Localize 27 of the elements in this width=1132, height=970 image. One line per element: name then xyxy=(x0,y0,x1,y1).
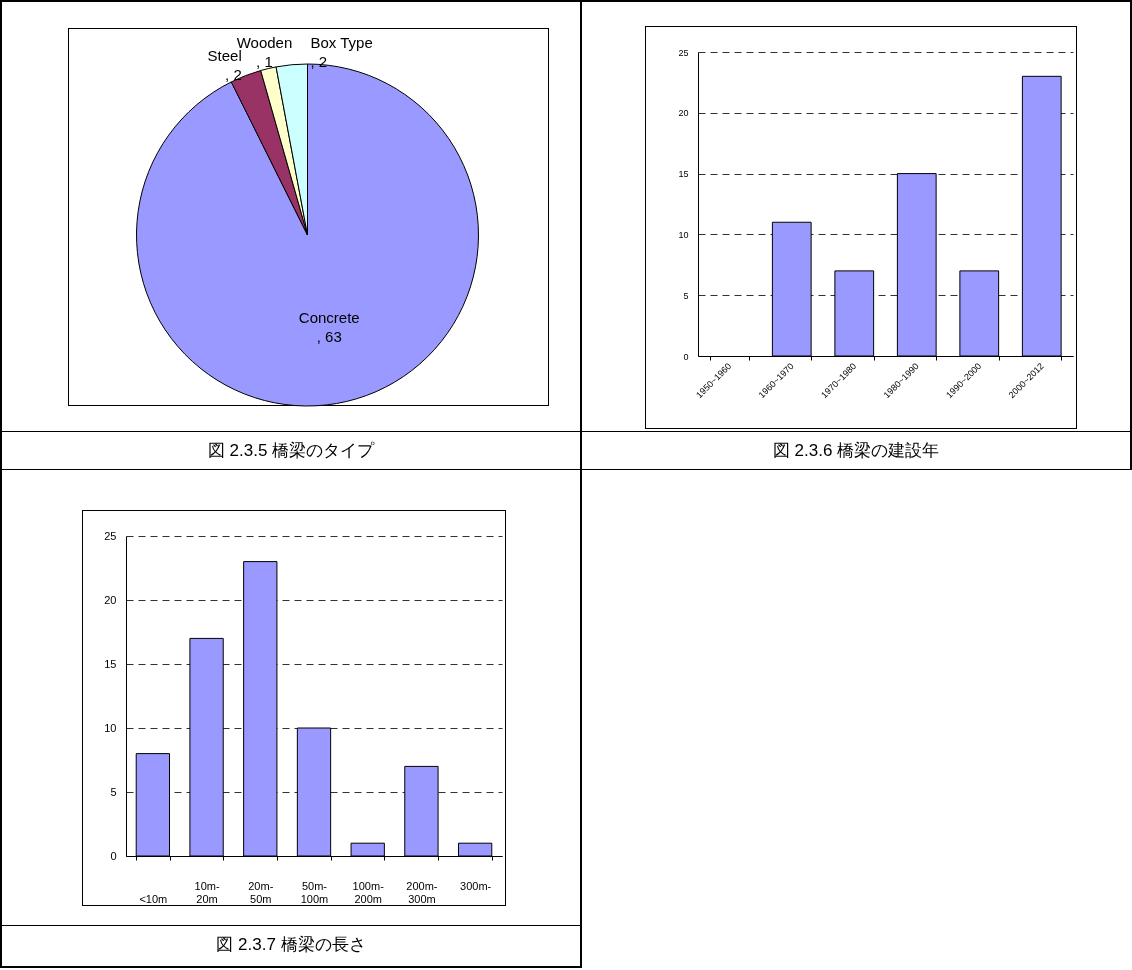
slice-label: Box Type xyxy=(310,33,373,51)
slice-label: Concrete xyxy=(298,309,360,327)
data-label: , 63 xyxy=(316,328,342,346)
y-tick-label: 20 xyxy=(678,108,689,119)
x-tick-label: 200m-300m xyxy=(406,879,438,905)
y-tick-label: 0 xyxy=(110,849,117,862)
y-tick-label: 15 xyxy=(678,169,689,180)
y-tick-label: 10 xyxy=(678,229,689,240)
x-tick-label: 300m- xyxy=(460,879,492,892)
y-tick-label: 25 xyxy=(104,529,117,542)
data-label: , 1 xyxy=(256,52,273,70)
y-tick-label: 10 xyxy=(104,721,117,734)
x-tick-label: 10m-20m xyxy=(194,879,220,905)
y-tick-label: 25 xyxy=(678,47,689,58)
y-tick-label: 0 xyxy=(683,351,689,362)
y-tick-label: 15 xyxy=(104,657,117,670)
y-tick-label: 5 xyxy=(683,290,689,301)
x-tick-label: 20m-50m xyxy=(248,879,274,905)
y-tick-label: 20 xyxy=(104,593,117,606)
text: 図 2.3.7 橋梁の長さ xyxy=(215,934,367,956)
data-label: , 2 xyxy=(225,66,242,84)
text: 図 2.3.5 橋梁のタイプ xyxy=(206,440,376,462)
x-tick-label: <10m xyxy=(139,892,168,905)
text: 図 2.3.6 橋梁の建設年 xyxy=(771,440,941,462)
y-tick-label: 5 xyxy=(110,785,117,798)
x-tick-label: 100m-200m xyxy=(352,879,385,905)
x-tick-label: 50m-100m xyxy=(300,879,329,905)
